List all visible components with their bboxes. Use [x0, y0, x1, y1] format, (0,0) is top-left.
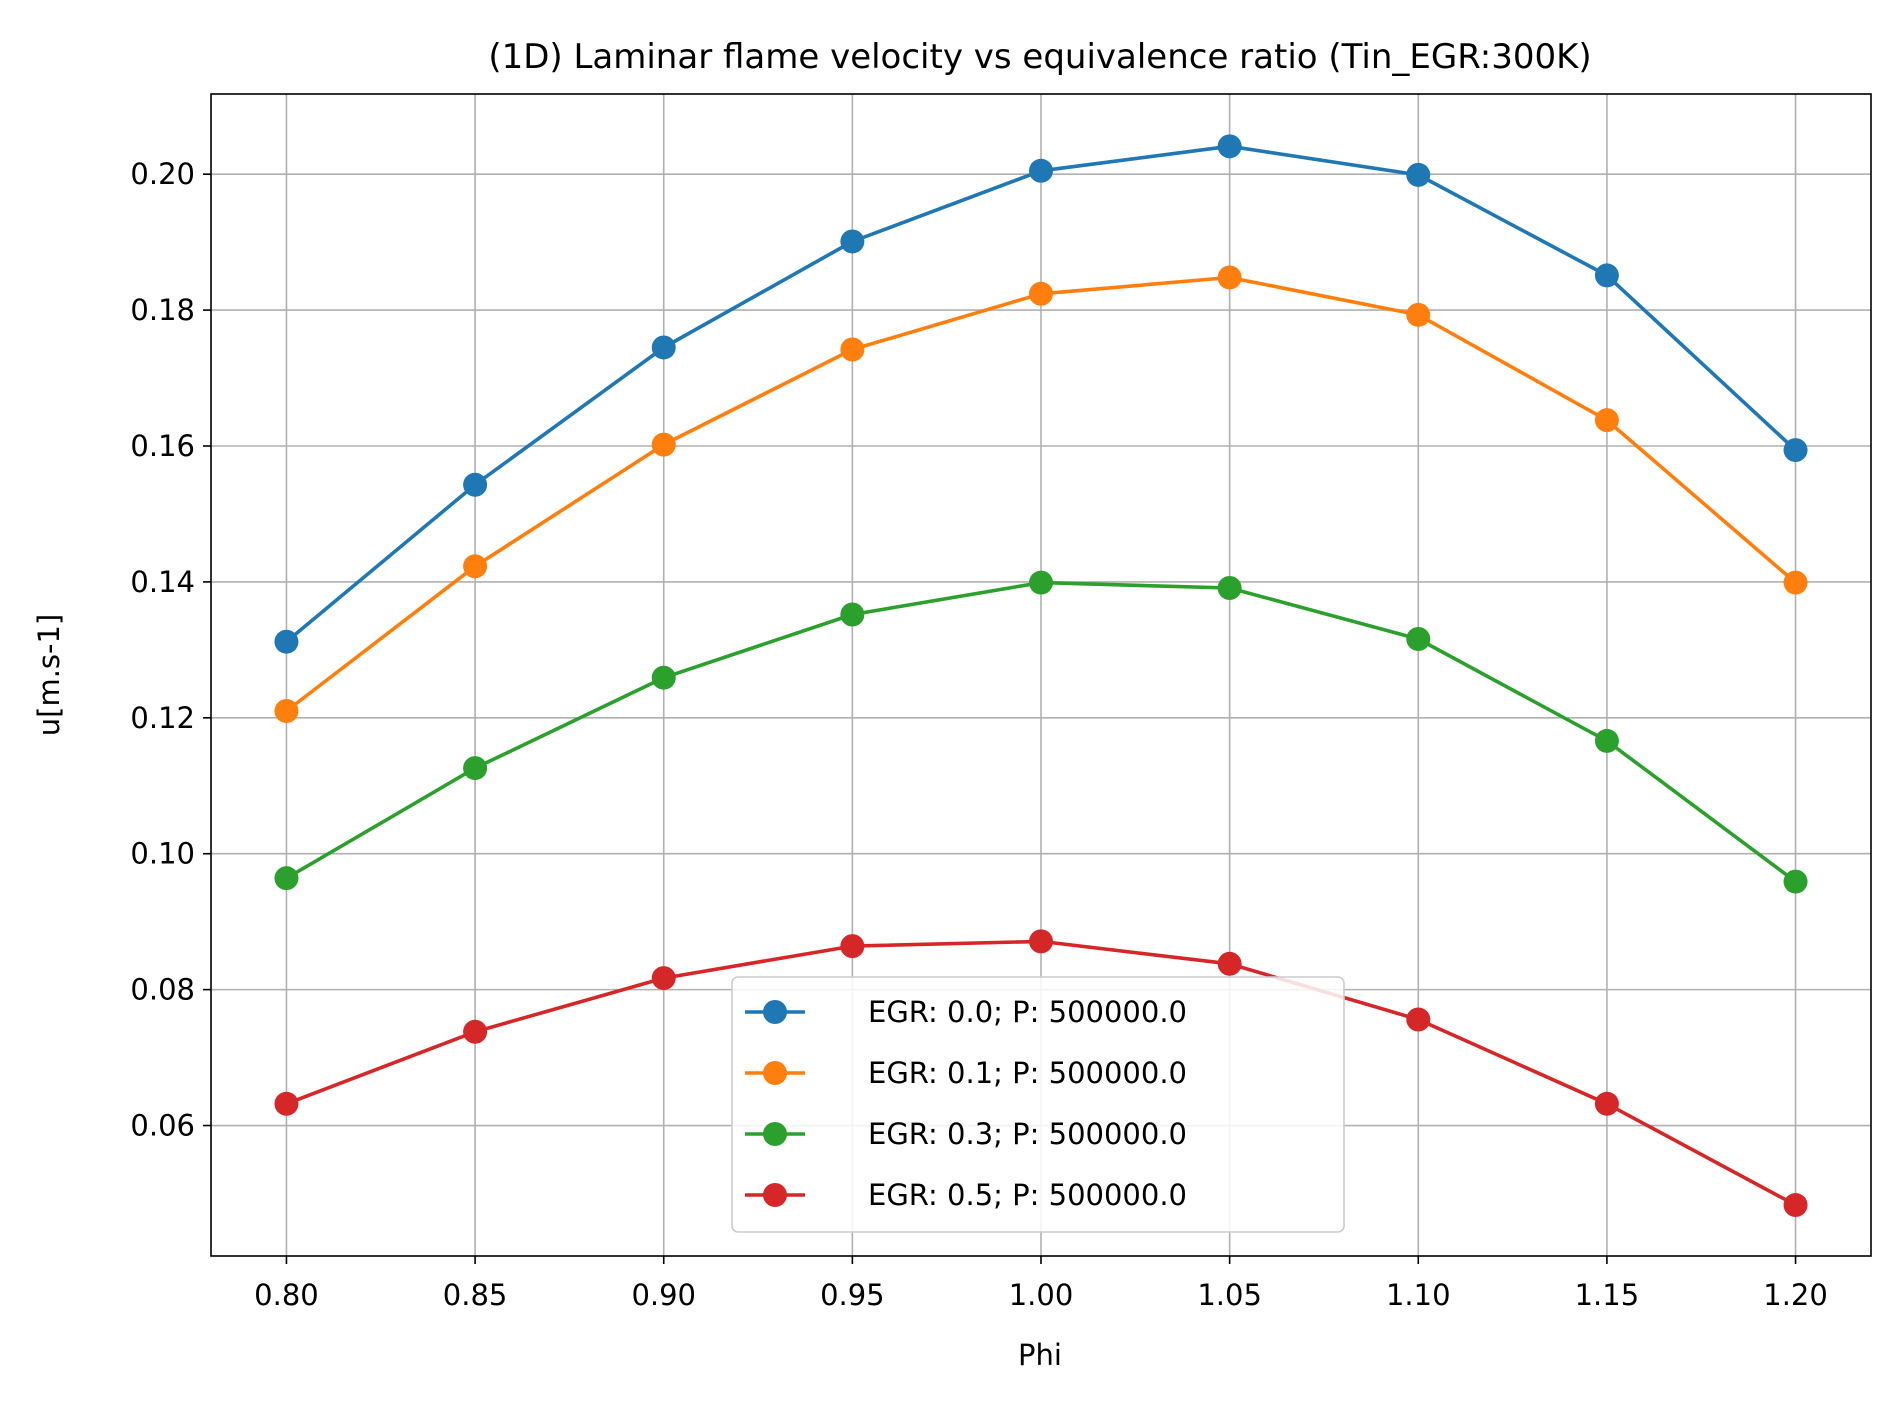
x-tick-label: 1.05: [1197, 1278, 1262, 1312]
data-point: [463, 756, 488, 781]
data-point: [1406, 162, 1431, 187]
legend-label: EGR: 0.5; P: 500000.0: [868, 1178, 1187, 1212]
y-tick-label: 0.12: [130, 701, 195, 735]
data-point: [840, 337, 865, 362]
chart-title: (1D) Laminar flame velocity vs equivalen…: [488, 37, 1591, 77]
legend-label: EGR: 0.3; P: 500000.0: [868, 1117, 1187, 1151]
data-point: [1594, 408, 1619, 433]
y-tick-label: 0.10: [130, 837, 195, 871]
data-point: [840, 934, 865, 959]
y-axis-ticks: 0.06 0.08 0.10 0.12 0.14 0.16 0.18 0.20: [130, 157, 211, 1143]
data-point: [1594, 1091, 1619, 1116]
data-point: [651, 335, 676, 360]
data-point: [274, 629, 299, 654]
legend-entry: EGR: 0.1; P: 500000.0: [745, 1056, 1187, 1090]
data-point: [274, 699, 299, 724]
data-point: [1029, 570, 1053, 595]
data-point: [840, 602, 865, 627]
data-point: [1594, 728, 1619, 753]
x-axis-label: Phi: [1018, 1338, 1062, 1372]
legend-marker: [763, 1061, 787, 1085]
data-point: [1217, 951, 1242, 976]
data-point: [1406, 302, 1431, 327]
data-point: [1217, 134, 1242, 159]
legend: EGR: 0.0; P: 500000.0 EGR: 0.1; P: 500000…: [731, 976, 1345, 1233]
data-point: [463, 472, 488, 497]
legend-marker: [763, 1000, 787, 1024]
data-point: [1594, 263, 1619, 288]
legend-label: EGR: 0.1; P: 500000.0: [868, 1056, 1187, 1090]
data-point: [1217, 265, 1242, 290]
data-series: [274, 134, 1808, 1218]
data-point: [1029, 158, 1053, 183]
x-tick-label: 0.85: [443, 1278, 508, 1312]
x-tick-label: 1.10: [1386, 1278, 1451, 1312]
y-axis-label: u[m.s-1]: [32, 614, 66, 737]
data-point: [1783, 570, 1808, 595]
series-egr-0: [274, 134, 1808, 654]
data-point: [651, 966, 676, 991]
legend-entry: EGR: 0.0; P: 500000.0: [745, 995, 1187, 1029]
data-point: [1029, 281, 1053, 306]
series-egr-2: [274, 570, 1808, 894]
data-point: [1029, 929, 1053, 954]
data-point: [1783, 438, 1808, 463]
data-point: [274, 1091, 299, 1116]
series-egr-3: [274, 929, 1808, 1218]
data-point: [1217, 576, 1242, 601]
data-point: [1406, 626, 1431, 651]
x-tick-label: 1.20: [1763, 1278, 1828, 1312]
legend-label: EGR: 0.0; P: 500000.0: [868, 995, 1187, 1029]
x-tick-label: 1.00: [1009, 1278, 1074, 1312]
data-point: [651, 432, 676, 457]
legend-box: [731, 976, 1345, 1233]
data-point: [463, 554, 488, 579]
legend-entry: EGR: 0.3; P: 500000.0: [745, 1117, 1187, 1151]
x-tick-label: 0.95: [820, 1278, 885, 1312]
y-tick-label: 0.06: [130, 1109, 195, 1143]
y-tick-label: 0.14: [130, 565, 195, 599]
x-tick-label: 0.80: [254, 1278, 319, 1312]
data-point: [840, 229, 865, 254]
legend-marker: [763, 1122, 787, 1146]
x-tick-label: 0.90: [631, 1278, 696, 1312]
series-egr-1: [274, 265, 1808, 724]
legend-marker: [763, 1183, 787, 1207]
data-point: [1406, 1007, 1431, 1032]
data-point: [1783, 1193, 1808, 1218]
legend-entry: EGR: 0.5; P: 500000.0: [745, 1178, 1187, 1212]
x-axis-ticks: 0.80 0.85 0.90 0.95 1.00 1.05 1.10 1.15 1.20: [254, 1256, 1828, 1312]
x-tick-label: 1.15: [1575, 1278, 1640, 1312]
y-tick-label: 0.08: [130, 973, 195, 1007]
y-tick-label: 0.18: [130, 293, 195, 327]
data-point: [1783, 869, 1808, 894]
y-tick-label: 0.16: [130, 429, 195, 463]
data-point: [274, 866, 299, 891]
y-tick-label: 0.20: [130, 157, 195, 191]
data-point: [463, 1019, 488, 1044]
data-point: [651, 665, 676, 690]
